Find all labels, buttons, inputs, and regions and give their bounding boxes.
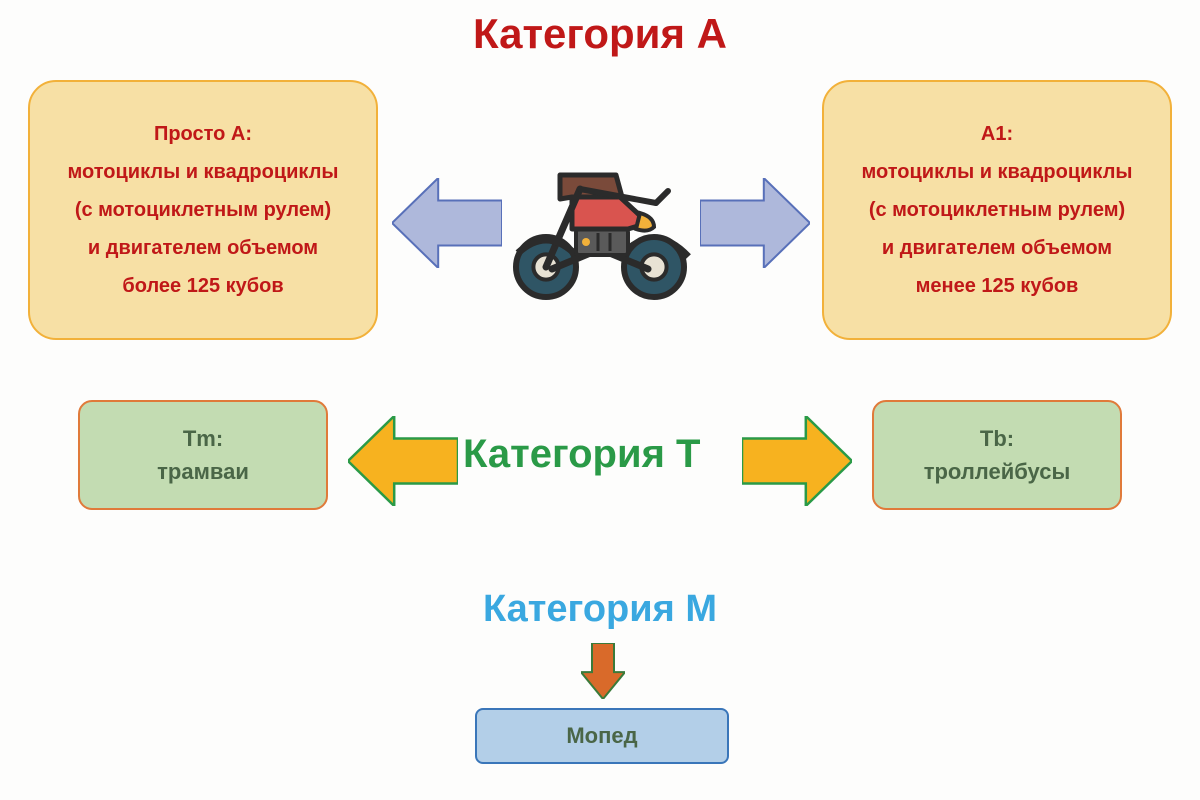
title-category-t: Категория Т: [463, 432, 700, 477]
box-category-a-plain: Просто А: мотоциклы и квадроциклы (с мот…: [28, 80, 378, 340]
box-category-tb: Tb: троллейбусы: [872, 400, 1122, 510]
box-a-right-line3: и двигателем объемом: [882, 229, 1112, 267]
motorcycle-icon: [500, 135, 700, 305]
box-a-right-title: А1:: [981, 115, 1013, 153]
box-a-left-line3: и двигателем объемом: [88, 229, 318, 267]
box-a-left-line2: (с мотоциклетным рулем): [75, 191, 331, 229]
box-tm-line: трамваи: [157, 455, 249, 488]
box-m-text: Мопед: [566, 723, 637, 749]
box-category-a1: А1: мотоциклы и квадроциклы (с мотоцикле…: [822, 80, 1172, 340]
arrow-a-left-icon: [392, 178, 502, 268]
arrow-t-left-icon: [348, 416, 458, 506]
box-a-left-line1: мотоциклы и квадроциклы: [68, 153, 339, 191]
box-a-right-line1: мотоциклы и квадроциклы: [862, 153, 1133, 191]
arrow-m-down-icon: [581, 643, 625, 699]
arrow-t-right-icon: [742, 416, 852, 506]
box-a-left-line4: более 125 кубов: [122, 267, 283, 305]
box-a-left-title: Просто А:: [154, 115, 252, 153]
box-tb-line: троллейбусы: [924, 455, 1071, 488]
title-category-a: Категория А: [0, 10, 1200, 58]
box-tm-title: Tm:: [183, 422, 223, 455]
box-a-right-line4: менее 125 кубов: [916, 267, 1079, 305]
box-a-right-line2: (с мотоциклетным рулем): [869, 191, 1125, 229]
box-category-m-moped: Мопед: [475, 708, 729, 764]
title-category-m: Категория М: [0, 588, 1200, 631]
arrow-a-right-icon: [700, 178, 810, 268]
box-category-tm: Tm: трамваи: [78, 400, 328, 510]
box-tb-title: Tb:: [980, 422, 1014, 455]
